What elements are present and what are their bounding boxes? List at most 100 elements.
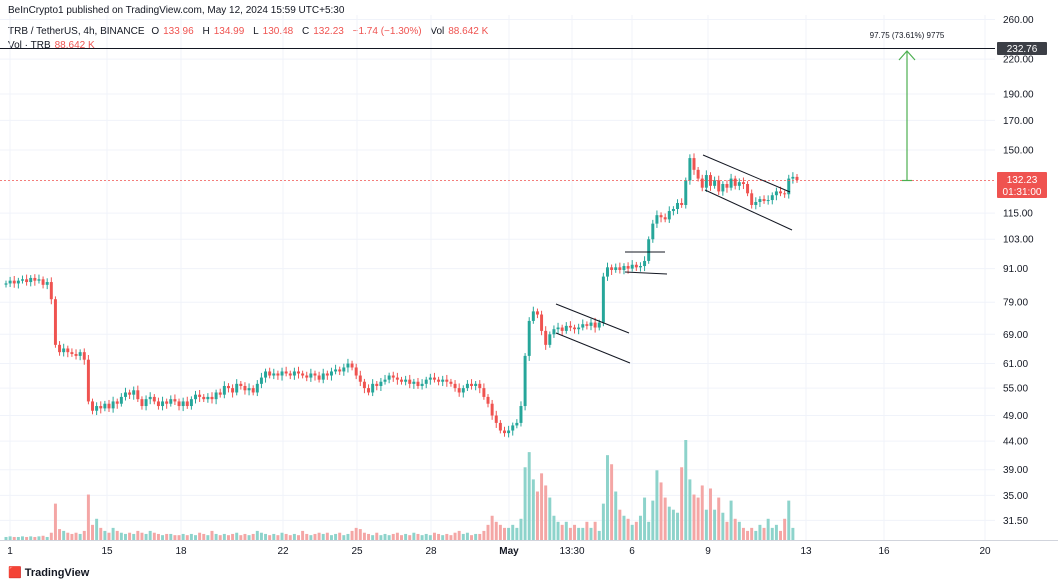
volume-bar [560, 524, 564, 540]
volume-bar [416, 533, 420, 540]
candle-body [379, 381, 383, 386]
candle-body [486, 396, 490, 404]
volume-bar [103, 530, 107, 540]
candle-body [321, 373, 325, 380]
candle-body [408, 379, 412, 384]
candle-body [329, 371, 333, 376]
candle-body [82, 352, 86, 360]
candle-body [226, 385, 230, 389]
candle-body [535, 311, 539, 315]
candle-body [589, 322, 593, 326]
candle-body [91, 401, 94, 411]
volume-bar [692, 494, 696, 540]
volume-bar [152, 532, 156, 540]
volume-bar [301, 530, 305, 540]
candle-body [713, 180, 717, 186]
volume-bar [4, 536, 8, 540]
candle-body [317, 375, 321, 380]
volume-bar [144, 533, 148, 540]
volume-bar [663, 497, 667, 540]
candle-body [548, 334, 552, 345]
y-tick-label: 260.00 [1003, 15, 1034, 26]
volume-bar [766, 518, 770, 540]
candle-body [424, 379, 428, 384]
volume-bar [49, 532, 53, 540]
volume-bar [37, 536, 41, 540]
volume-bar [531, 479, 535, 540]
candle-body [41, 279, 45, 285]
candle-body [610, 267, 614, 270]
volume-bar [610, 464, 614, 540]
candle-body [276, 373, 280, 376]
candle-body [412, 381, 416, 384]
candle-body [717, 180, 721, 192]
candle-body [700, 178, 704, 188]
annotations: 97.75 (73.61%) 9775 [0, 31, 995, 364]
volume-bar [540, 473, 544, 540]
volume-bar [95, 518, 99, 540]
volume-bar [41, 535, 45, 540]
pattern-line [555, 303, 630, 334]
volume-bar [741, 527, 745, 540]
candle-body [194, 394, 197, 400]
volume-bar [346, 533, 350, 540]
candles [4, 153, 799, 438]
volume-bar [66, 532, 70, 540]
volume-bar [630, 524, 634, 540]
candle-body [53, 299, 57, 345]
candle-body [189, 399, 193, 407]
candle-body [156, 401, 160, 407]
y-tick-label: 103.00 [1003, 235, 1034, 246]
volume-bar [62, 530, 66, 540]
x-tick-label: 22 [277, 546, 289, 557]
volume-bar [614, 491, 618, 540]
candle-body [746, 184, 750, 194]
candle-body [132, 390, 136, 395]
candle-body [638, 266, 642, 268]
candle-body [111, 401, 115, 409]
volume-series-label: Vol · TRB [8, 40, 51, 51]
volume-bar [292, 533, 296, 540]
volume-bar [770, 527, 774, 540]
candle-body [618, 267, 622, 270]
volume-bar [774, 524, 778, 540]
candle-body [358, 375, 362, 382]
candle-body [630, 264, 634, 269]
candle-body [214, 392, 218, 400]
volume-bar [379, 535, 383, 540]
volume-bar [25, 536, 29, 540]
volume-bar [647, 521, 651, 540]
candle-body [478, 383, 482, 389]
x-tick-label: 25 [351, 546, 363, 557]
candle-body [597, 322, 601, 328]
y-tick-label: 69.00 [1003, 330, 1028, 341]
candle-body [515, 422, 519, 426]
volume-series-value: 88.642 K [54, 40, 95, 51]
volume-value: 88.642 K [448, 26, 489, 37]
volume-bar [581, 527, 585, 540]
candle-body [445, 379, 449, 382]
volume-bar [523, 467, 527, 540]
candle-body [449, 381, 453, 384]
candle-body [74, 354, 78, 356]
volume-bar [750, 527, 754, 540]
volume-bar [676, 512, 680, 540]
volume-bar [185, 535, 189, 540]
candle-body [556, 327, 560, 330]
candle-body [614, 267, 618, 270]
volume-bar [12, 536, 16, 540]
pattern-line [624, 271, 668, 275]
volume-bar [721, 512, 725, 540]
candle-body [8, 280, 12, 284]
candle-body [169, 399, 173, 404]
candle-body [383, 379, 387, 382]
x-tick-label: 16 [878, 546, 890, 557]
y-tick-label: 61.00 [1003, 359, 1028, 370]
volume-bar [20, 536, 24, 540]
volume-bar [16, 536, 20, 540]
volume-bar [82, 530, 86, 540]
volume-bar [626, 518, 630, 540]
candle-body [643, 260, 647, 267]
candle-body [671, 209, 675, 212]
